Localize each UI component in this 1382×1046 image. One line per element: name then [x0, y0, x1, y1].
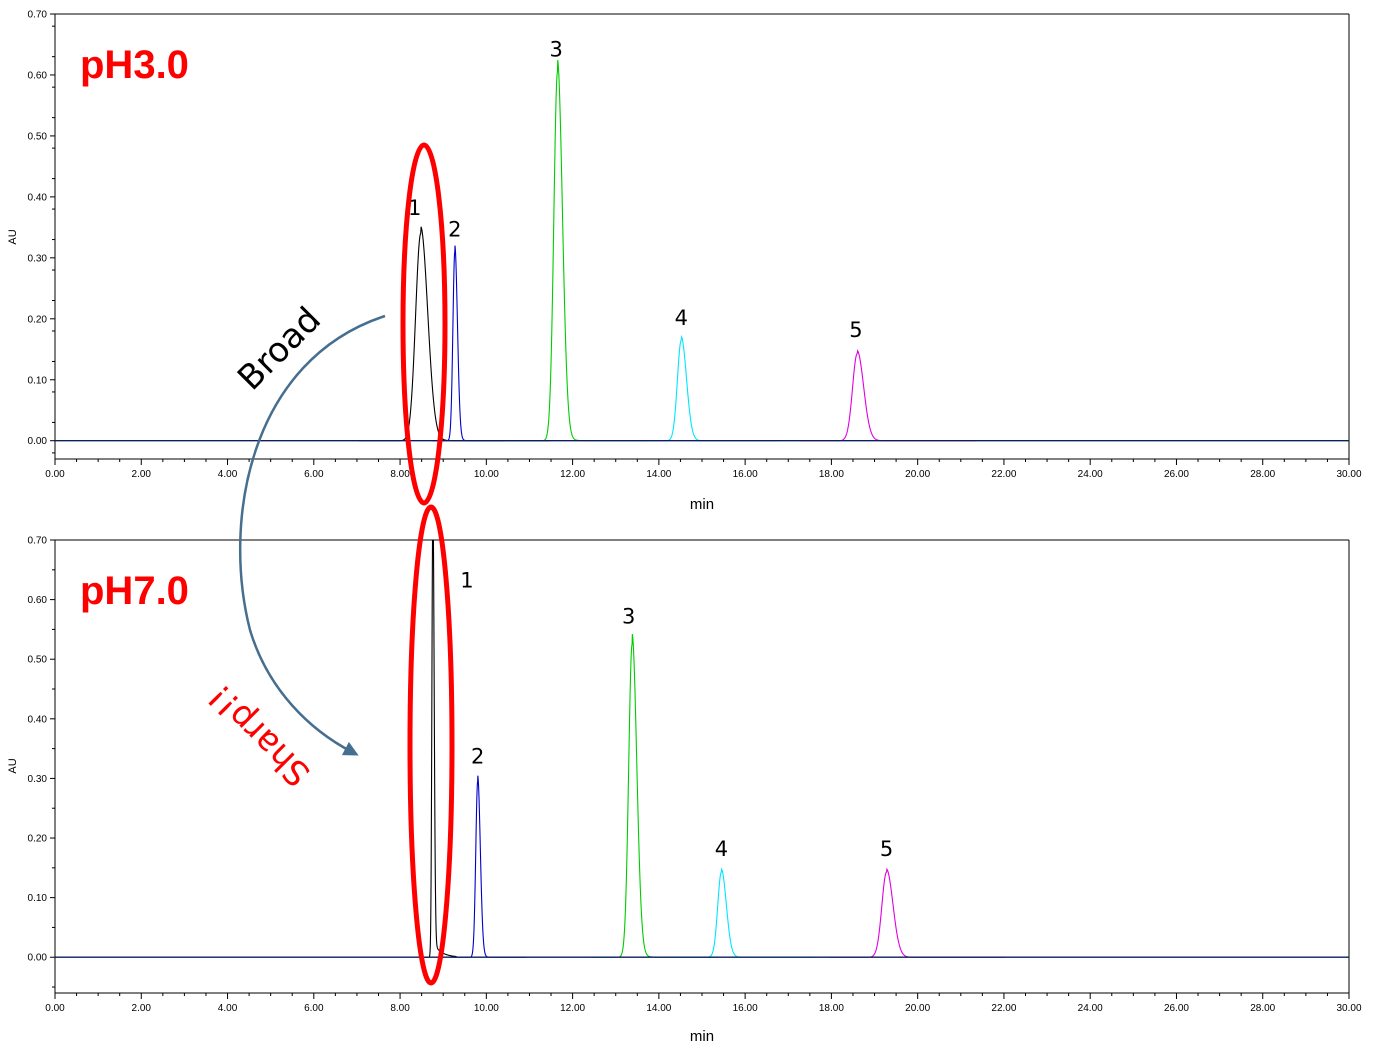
- series-trace-3: [590, 634, 719, 958]
- series-trace-2: [454, 775, 527, 958]
- x-axis-title: min: [690, 1028, 714, 1045]
- peak-label-4: 4: [715, 837, 728, 861]
- y-tick-label: 0.50: [28, 655, 48, 666]
- y-tick-label: 0.20: [28, 834, 48, 845]
- peak-label-2: 2: [471, 745, 484, 769]
- y-tick-label: 0.70: [28, 10, 48, 21]
- annotation-sharp: Sharp!!: [200, 676, 318, 794]
- panel-title: pH7.0: [80, 569, 189, 613]
- peak-label-5: 5: [880, 837, 893, 861]
- series-trace-5: [829, 867, 1006, 958]
- x-tick-label: 6.00: [304, 469, 324, 480]
- y-tick-label: 0.70: [28, 536, 48, 547]
- x-tick-label: 26.00: [1164, 469, 1189, 480]
- x-tick-label: 10.00: [474, 1003, 499, 1014]
- x-tick-label: 0.00: [45, 1003, 65, 1014]
- x-tick-label: 28.00: [1250, 469, 1275, 480]
- x-tick-label: 20.00: [905, 469, 930, 480]
- x-tick-label: 30.00: [1336, 1003, 1361, 1014]
- x-tick-label: 8.00: [390, 469, 410, 480]
- x-tick-label: 6.00: [304, 1003, 324, 1014]
- x-tick-label: 20.00: [905, 1003, 930, 1014]
- y-tick-label: 0.40: [28, 714, 48, 725]
- y-tick-label: 0.20: [28, 314, 48, 325]
- x-tick-label: 26.00: [1164, 1003, 1189, 1014]
- chart-panel-ph7: 0.00 2.00 4.00 6.00 8.00 10.00 12.00 14.00 16.00…: [7, 536, 1362, 1046]
- y-axis-title: AU: [7, 229, 19, 244]
- x-tick-label: 18.00: [819, 469, 844, 480]
- x-tick-label: 22.00: [991, 1003, 1016, 1014]
- highlight-ellipse-bottom: [407, 504, 455, 986]
- annotation-layer: Broad Sharp!!: [200, 142, 455, 986]
- peak-label-1: 1: [460, 569, 473, 593]
- x-tick-label: 14.00: [646, 1003, 671, 1014]
- x-axis-title: min: [690, 496, 714, 513]
- series-trace-4: [634, 334, 779, 442]
- peak-label-2: 2: [448, 218, 461, 242]
- y-tick-label: 0.10: [28, 893, 48, 904]
- x-tick-label: 30.00: [1336, 469, 1361, 480]
- peak-label-1: 1: [408, 196, 421, 220]
- series-trace-3: [513, 59, 650, 442]
- peak-label-3: 3: [550, 38, 563, 62]
- x-tick-label: 4.00: [218, 1003, 238, 1014]
- panel-title: pH3.0: [80, 43, 189, 87]
- x-tick-label: 2.00: [132, 469, 152, 480]
- y-tick-label: 0.00: [28, 436, 48, 447]
- y-tick-label: 0.30: [28, 774, 48, 785]
- x-tick-label: 2.00: [132, 1003, 152, 1014]
- y-tick-label: 0.60: [28, 595, 48, 606]
- x-tick-label: 14.00: [646, 469, 671, 480]
- y-tick-label: 0.10: [28, 375, 48, 386]
- peak-label-3: 3: [622, 604, 635, 628]
- y-axis-title: AU: [7, 758, 19, 773]
- plot-area: [55, 540, 1349, 958]
- highlight-ellipse-top: [400, 142, 448, 506]
- y-tick-label: 0.00: [28, 953, 48, 964]
- peak-label-4: 4: [675, 306, 688, 330]
- x-tick-label: 16.00: [733, 1003, 758, 1014]
- transition-arrow: [238, 314, 386, 756]
- x-tick-label: 16.00: [733, 469, 758, 480]
- x-tick-label: 28.00: [1250, 1003, 1275, 1014]
- chart-panel-ph3: 0.00 2.00 4.00 6.00 8.00 10.00 12.00 14.00 16.00…: [7, 10, 1362, 514]
- x-tick-label: 18.00: [819, 1003, 844, 1014]
- x-tick-label: 0.00: [45, 469, 65, 480]
- x-tick-label: 8.00: [390, 1003, 410, 1014]
- y-tick-label: 0.40: [28, 192, 48, 203]
- plot-area: [55, 59, 1349, 442]
- x-tick-label: 4.00: [218, 469, 238, 480]
- x-tick-label: 12.00: [560, 469, 585, 480]
- y-tick-label: 0.60: [28, 70, 48, 81]
- x-tick-label: 24.00: [1078, 469, 1103, 480]
- x-tick-label: 12.00: [560, 1003, 585, 1014]
- series-trace-5: [800, 349, 976, 442]
- y-tick-label: 0.30: [28, 253, 48, 264]
- x-tick-label: 22.00: [991, 469, 1016, 480]
- x-tick-label: 24.00: [1078, 1003, 1103, 1014]
- y-tick-label: 0.50: [28, 131, 48, 142]
- x-tick-label: 10.00: [474, 469, 499, 480]
- annotation-broad: Broad: [230, 300, 329, 399]
- peak-label-5: 5: [849, 318, 862, 342]
- series-trace-4: [677, 867, 814, 958]
